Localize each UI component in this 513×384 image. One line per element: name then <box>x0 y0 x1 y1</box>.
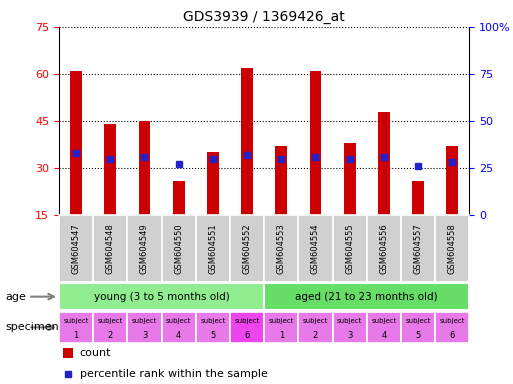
Bar <box>59 312 93 343</box>
Bar <box>70 71 82 215</box>
Bar <box>93 312 127 343</box>
Bar <box>59 215 93 282</box>
Bar <box>367 312 401 343</box>
Bar <box>309 71 322 215</box>
Text: aged (21 to 23 months old): aged (21 to 23 months old) <box>295 291 438 302</box>
Bar <box>367 215 401 282</box>
Text: 1: 1 <box>73 331 78 340</box>
Text: GSM604549: GSM604549 <box>140 223 149 274</box>
Text: subject: subject <box>371 318 397 324</box>
Bar <box>446 146 458 215</box>
Bar <box>344 143 356 215</box>
Bar <box>264 312 299 343</box>
Text: percentile rank within the sample: percentile rank within the sample <box>80 369 267 379</box>
Bar <box>196 215 230 282</box>
Text: 5: 5 <box>416 331 421 340</box>
Text: 2: 2 <box>313 331 318 340</box>
Text: subject: subject <box>269 318 294 324</box>
Text: 6: 6 <box>244 331 250 340</box>
Text: 3: 3 <box>142 331 147 340</box>
Bar <box>332 312 367 343</box>
Bar <box>264 283 469 310</box>
Bar <box>139 121 150 215</box>
Bar <box>196 312 230 343</box>
Text: GSM604554: GSM604554 <box>311 223 320 274</box>
Text: GSM604551: GSM604551 <box>208 223 218 274</box>
Bar <box>207 152 219 215</box>
Bar <box>162 312 196 343</box>
Text: subject: subject <box>200 318 226 324</box>
Text: 4: 4 <box>381 331 386 340</box>
Bar <box>401 215 435 282</box>
Text: GSM604555: GSM604555 <box>345 223 354 274</box>
Text: 2: 2 <box>108 331 113 340</box>
Text: subject: subject <box>234 318 260 324</box>
Bar <box>275 146 287 215</box>
Text: 4: 4 <box>176 331 181 340</box>
Bar <box>332 215 367 282</box>
Text: subject: subject <box>303 318 328 324</box>
Text: GSM604553: GSM604553 <box>277 223 286 274</box>
Bar <box>127 312 162 343</box>
Bar <box>299 215 332 282</box>
Bar <box>59 283 264 310</box>
Bar <box>63 348 73 358</box>
Bar <box>93 215 127 282</box>
Text: subject: subject <box>132 318 157 324</box>
Text: GSM604556: GSM604556 <box>380 223 388 274</box>
Text: subject: subject <box>440 318 465 324</box>
Bar <box>299 312 332 343</box>
Text: GSM604548: GSM604548 <box>106 223 115 274</box>
Bar <box>401 312 435 343</box>
Bar <box>127 215 162 282</box>
Text: young (3 to 5 months old): young (3 to 5 months old) <box>94 291 229 302</box>
Text: subject: subject <box>97 318 123 324</box>
Bar <box>378 112 390 215</box>
Bar <box>173 180 185 215</box>
Text: 1: 1 <box>279 331 284 340</box>
Text: subject: subject <box>64 318 89 324</box>
Bar <box>435 312 469 343</box>
Text: subject: subject <box>337 318 362 324</box>
Text: GSM604557: GSM604557 <box>413 223 423 274</box>
Bar <box>241 68 253 215</box>
Bar <box>230 312 264 343</box>
Text: GSM604558: GSM604558 <box>448 223 457 274</box>
Text: age: age <box>5 291 26 302</box>
Title: GDS3939 / 1369426_at: GDS3939 / 1369426_at <box>183 10 345 25</box>
Bar <box>412 180 424 215</box>
Text: 6: 6 <box>449 331 455 340</box>
Bar <box>230 215 264 282</box>
Text: subject: subject <box>166 318 191 324</box>
Text: GSM604547: GSM604547 <box>72 223 81 274</box>
Text: 5: 5 <box>210 331 215 340</box>
Text: GSM604552: GSM604552 <box>243 223 251 274</box>
Text: 3: 3 <box>347 331 352 340</box>
Bar <box>162 215 196 282</box>
Bar <box>104 124 116 215</box>
Text: GSM604550: GSM604550 <box>174 223 183 274</box>
Bar <box>264 215 299 282</box>
Bar <box>435 215 469 282</box>
Text: subject: subject <box>405 318 431 324</box>
Text: count: count <box>80 348 111 358</box>
Text: specimen: specimen <box>5 322 59 333</box>
